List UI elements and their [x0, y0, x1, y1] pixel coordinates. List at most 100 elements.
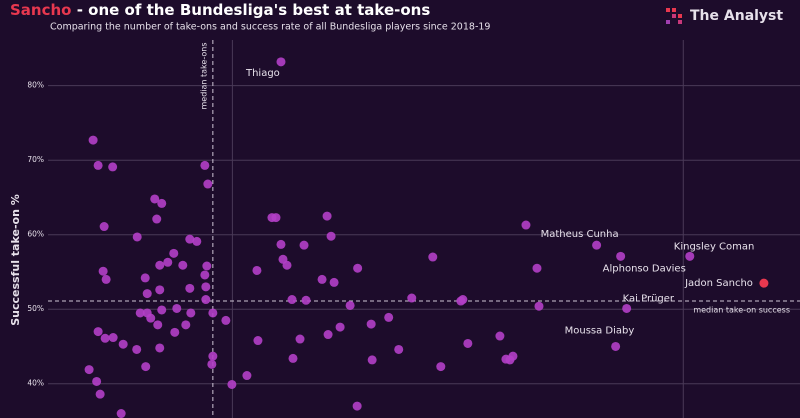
point-label: Matheus Cunha	[541, 229, 619, 240]
point	[98, 266, 108, 276]
highlight-point	[759, 278, 769, 288]
point	[118, 339, 128, 349]
y-tick-label: 40%	[27, 379, 44, 388]
point	[200, 160, 210, 170]
point	[185, 283, 195, 293]
point-label: Moussa Diaby	[565, 325, 635, 336]
point	[463, 338, 473, 348]
point	[132, 232, 142, 242]
point	[140, 273, 150, 283]
point	[92, 376, 102, 386]
point	[207, 359, 217, 369]
point	[185, 234, 195, 244]
point	[157, 198, 167, 208]
point	[181, 320, 191, 330]
point	[202, 261, 212, 271]
point	[200, 270, 210, 280]
point-label: Thiago	[245, 68, 280, 79]
point	[208, 351, 218, 361]
point	[616, 251, 626, 261]
point	[101, 274, 111, 284]
point	[100, 333, 110, 343]
point	[150, 194, 160, 204]
y-tick-label: 80%	[27, 81, 44, 90]
point	[172, 303, 182, 313]
point	[153, 320, 163, 330]
point	[170, 327, 180, 337]
point	[352, 401, 362, 411]
point	[326, 231, 336, 241]
point	[353, 263, 363, 273]
y-axis-label: Successful take-on %	[9, 194, 22, 326]
title-text: - one of the Bundesliga's best at take-o…	[71, 1, 430, 19]
point	[436, 362, 446, 372]
point	[301, 295, 311, 305]
point	[611, 341, 621, 351]
point	[532, 263, 542, 273]
point	[242, 371, 252, 381]
point	[335, 322, 345, 332]
point	[282, 260, 292, 270]
point	[186, 308, 196, 318]
point	[592, 240, 602, 250]
y-tick-label: 50%	[27, 304, 44, 313]
subtitle: Comparing the number of take-ons and suc…	[50, 22, 490, 33]
point	[132, 344, 142, 354]
point	[521, 220, 531, 230]
point	[384, 312, 394, 322]
point	[208, 308, 218, 318]
point	[366, 319, 376, 329]
point	[299, 240, 309, 250]
y-tick-label: 60%	[27, 230, 44, 239]
point	[458, 295, 468, 305]
logo: The Analyst	[666, 8, 783, 24]
point	[622, 303, 632, 313]
point	[108, 333, 118, 343]
highlight-label: Jadon Sancho	[684, 278, 753, 289]
point	[155, 343, 165, 353]
point	[192, 236, 202, 246]
point	[407, 293, 417, 303]
median-x-label: median take-ons	[200, 42, 209, 109]
point	[295, 334, 305, 344]
point	[95, 389, 105, 399]
point	[221, 315, 231, 325]
point	[428, 252, 438, 262]
point	[169, 248, 179, 258]
point	[108, 162, 118, 172]
point	[685, 251, 695, 261]
point	[146, 313, 156, 323]
point	[317, 274, 327, 284]
chart-title: Sancho - one of the Bundesliga's best at…	[10, 1, 430, 19]
point	[88, 135, 98, 145]
point	[367, 355, 377, 365]
point	[116, 409, 126, 418]
point	[93, 327, 103, 337]
point	[322, 211, 332, 221]
point	[155, 260, 165, 270]
point	[227, 379, 237, 389]
point	[534, 301, 544, 311]
title-highlight: Sancho	[10, 1, 71, 19]
point	[495, 331, 505, 341]
point	[252, 265, 262, 275]
point	[163, 257, 173, 267]
point	[505, 355, 515, 365]
point-label: Alphonso Davies	[603, 263, 686, 274]
point	[178, 260, 188, 270]
point	[135, 308, 145, 318]
point	[84, 365, 94, 375]
point-label: Kingsley Coman	[674, 241, 755, 252]
brand: The Analyst	[690, 8, 783, 24]
point	[142, 289, 152, 299]
point	[287, 295, 297, 305]
point	[201, 282, 211, 292]
point	[394, 344, 404, 354]
point	[271, 213, 281, 223]
point	[152, 214, 162, 224]
median-y-label: median take-on success	[693, 306, 790, 315]
point	[323, 330, 333, 340]
point	[203, 179, 213, 189]
